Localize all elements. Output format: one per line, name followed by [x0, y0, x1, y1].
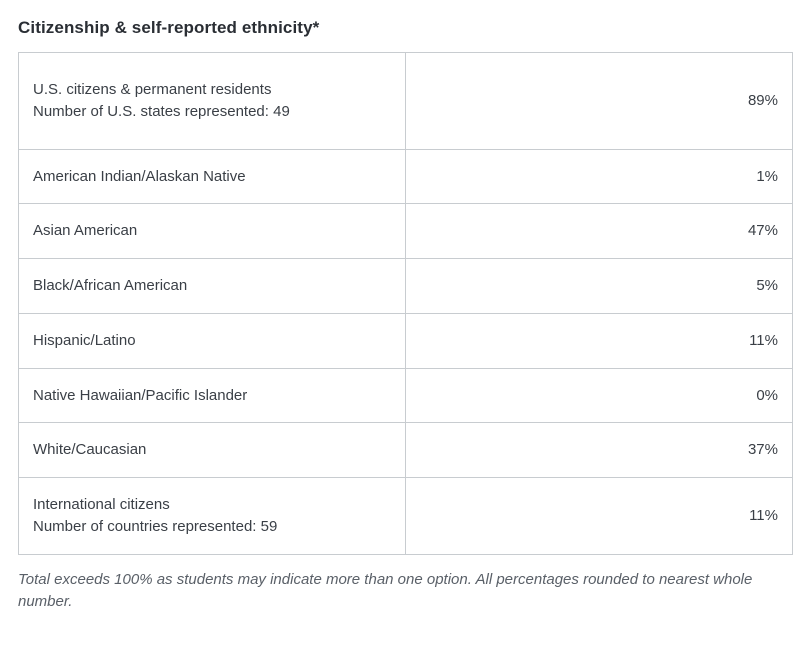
row-label-line1: White/Caucasian [33, 439, 391, 461]
row-label: International citizensNumber of countrie… [19, 478, 406, 555]
row-value: 1% [406, 149, 793, 204]
row-value: 11% [406, 313, 793, 368]
row-value: 11% [406, 478, 793, 555]
row-value: 0% [406, 368, 793, 423]
row-value: 47% [406, 204, 793, 259]
row-label: Native Hawaiian/Pacific Islander [19, 368, 406, 423]
row-label: American Indian/Alaskan Native [19, 149, 406, 204]
table-row: Black/African American 5% [19, 259, 793, 314]
row-label: Black/African American [19, 259, 406, 314]
row-label-line1: International citizens [33, 494, 391, 516]
ethnicity-table-body: U.S. citizens & permanent residentsNumbe… [19, 53, 793, 555]
table-row: Asian American 47% [19, 204, 793, 259]
row-label-line1: Native Hawaiian/Pacific Islander [33, 385, 391, 407]
row-label: Asian American [19, 204, 406, 259]
row-label: White/Caucasian [19, 423, 406, 478]
ethnicity-table: U.S. citizens & permanent residentsNumbe… [18, 52, 793, 555]
row-label-line1: U.S. citizens & permanent residents [33, 79, 391, 101]
row-label-line1: Black/African American [33, 275, 391, 297]
table-row: American Indian/Alaskan Native 1% [19, 149, 793, 204]
row-value: 89% [406, 53, 793, 150]
row-label-line1: American Indian/Alaskan Native [33, 166, 391, 188]
row-label-line1: Asian American [33, 220, 391, 242]
row-label-line1: Hispanic/Latino [33, 330, 391, 352]
table-row: International citizensNumber of countrie… [19, 478, 793, 555]
table-row: U.S. citizens & permanent residentsNumbe… [19, 53, 793, 150]
section-title: Citizenship & self-reported ethnicity* [18, 18, 793, 38]
row-label-line2: Number of countries represented: 59 [33, 516, 391, 538]
footnote-text: Total exceeds 100% as students may indic… [18, 569, 793, 614]
row-value: 5% [406, 259, 793, 314]
row-label: Hispanic/Latino [19, 313, 406, 368]
table-row: Native Hawaiian/Pacific Islander 0% [19, 368, 793, 423]
row-label-line2: Number of U.S. states represented: 49 [33, 101, 391, 123]
table-row: Hispanic/Latino 11% [19, 313, 793, 368]
table-row: White/Caucasian 37% [19, 423, 793, 478]
row-value: 37% [406, 423, 793, 478]
row-label: U.S. citizens & permanent residentsNumbe… [19, 53, 406, 150]
